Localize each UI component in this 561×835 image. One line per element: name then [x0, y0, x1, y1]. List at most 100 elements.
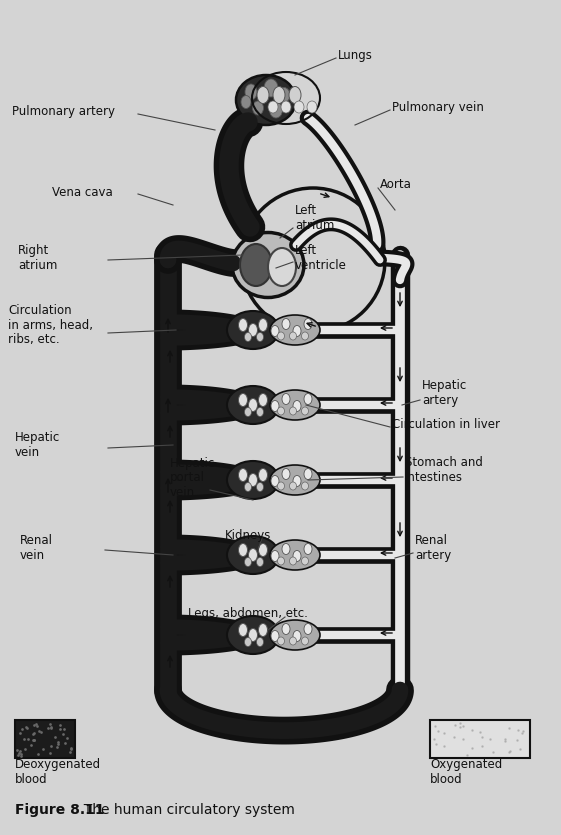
Ellipse shape [293, 630, 301, 641]
Ellipse shape [227, 536, 279, 574]
Text: Circulation in liver: Circulation in liver [392, 418, 500, 431]
Ellipse shape [270, 540, 320, 570]
Text: Left
atrium: Left atrium [295, 204, 334, 232]
Ellipse shape [293, 475, 301, 487]
Ellipse shape [256, 407, 264, 417]
Ellipse shape [227, 386, 279, 424]
Text: Right
atrium: Right atrium [18, 244, 57, 272]
Ellipse shape [259, 624, 268, 636]
Ellipse shape [270, 465, 320, 495]
Text: Hepatic
artery: Hepatic artery [422, 379, 467, 407]
Text: Renal
vein: Renal vein [20, 534, 53, 562]
Bar [15, 720, 75, 758]
Ellipse shape [289, 407, 297, 415]
Ellipse shape [271, 630, 279, 641]
Ellipse shape [268, 248, 296, 286]
Ellipse shape [269, 102, 283, 118]
Ellipse shape [249, 473, 257, 487]
Text: Vena cava: Vena cava [52, 185, 113, 199]
Text: Hepatic
vein: Hepatic vein [15, 431, 60, 459]
Text: Deoxygenated
blood: Deoxygenated blood [15, 758, 101, 786]
Ellipse shape [289, 87, 301, 104]
Ellipse shape [271, 326, 279, 337]
Ellipse shape [268, 101, 278, 113]
Text: Hepatic
portal
vein: Hepatic portal vein [170, 457, 215, 499]
Ellipse shape [282, 318, 290, 330]
Ellipse shape [270, 390, 320, 420]
Text: Legs, abdomen, etc.: Legs, abdomen, etc. [188, 608, 308, 620]
Ellipse shape [278, 88, 290, 103]
Ellipse shape [304, 544, 312, 554]
Ellipse shape [245, 483, 251, 492]
Ellipse shape [270, 620, 320, 650]
Ellipse shape [245, 84, 257, 100]
Ellipse shape [249, 549, 257, 561]
Ellipse shape [289, 482, 297, 490]
Ellipse shape [249, 398, 257, 412]
Ellipse shape [232, 232, 304, 297]
Ellipse shape [236, 75, 296, 125]
Ellipse shape [282, 393, 290, 404]
Ellipse shape [238, 544, 247, 556]
Ellipse shape [245, 407, 251, 417]
Text: Aorta: Aorta [380, 179, 412, 191]
Ellipse shape [301, 332, 309, 340]
Text: Left
ventricle: Left ventricle [295, 244, 347, 272]
Ellipse shape [227, 461, 279, 499]
Text: The human circulatory system: The human circulatory system [75, 803, 295, 817]
Ellipse shape [281, 101, 291, 113]
Ellipse shape [271, 401, 279, 412]
Ellipse shape [270, 315, 320, 345]
Ellipse shape [245, 332, 251, 342]
Ellipse shape [278, 557, 284, 565]
Ellipse shape [304, 318, 312, 330]
Text: Circulation
in arms, head,
ribs, etc.: Circulation in arms, head, ribs, etc. [8, 303, 93, 347]
Text: Stomach and
intestines: Stomach and intestines [405, 456, 483, 484]
Ellipse shape [252, 101, 264, 115]
Ellipse shape [256, 332, 264, 342]
Ellipse shape [294, 101, 304, 113]
Ellipse shape [245, 558, 251, 566]
Ellipse shape [240, 244, 272, 286]
Ellipse shape [289, 332, 297, 340]
Ellipse shape [301, 637, 309, 645]
Ellipse shape [282, 624, 290, 635]
Ellipse shape [249, 323, 257, 337]
Ellipse shape [259, 544, 268, 556]
Ellipse shape [257, 87, 269, 104]
Ellipse shape [289, 637, 297, 645]
Ellipse shape [304, 393, 312, 404]
Ellipse shape [293, 326, 301, 337]
Ellipse shape [256, 483, 264, 492]
Ellipse shape [307, 101, 317, 113]
Ellipse shape [278, 637, 284, 645]
Ellipse shape [264, 79, 278, 97]
Ellipse shape [293, 550, 301, 561]
Ellipse shape [282, 544, 290, 554]
Ellipse shape [256, 637, 264, 646]
Ellipse shape [256, 558, 264, 566]
Ellipse shape [238, 393, 247, 407]
Bar [430, 720, 530, 758]
Ellipse shape [278, 407, 284, 415]
Ellipse shape [238, 468, 247, 482]
Ellipse shape [301, 407, 309, 415]
Ellipse shape [271, 550, 279, 561]
Ellipse shape [273, 87, 285, 104]
Text: Oxygenated
blood: Oxygenated blood [430, 758, 502, 786]
Ellipse shape [278, 332, 284, 340]
Ellipse shape [278, 482, 284, 490]
Ellipse shape [304, 624, 312, 635]
Ellipse shape [245, 637, 251, 646]
Text: Renal
artery: Renal artery [415, 534, 451, 562]
Ellipse shape [289, 557, 297, 565]
Ellipse shape [304, 468, 312, 479]
Ellipse shape [282, 468, 290, 479]
Ellipse shape [249, 629, 257, 641]
Text: Kidneys: Kidneys [225, 529, 272, 542]
Ellipse shape [293, 401, 301, 412]
Text: Figure 8.11: Figure 8.11 [15, 803, 104, 817]
Ellipse shape [259, 393, 268, 407]
Ellipse shape [301, 482, 309, 490]
Ellipse shape [259, 468, 268, 482]
